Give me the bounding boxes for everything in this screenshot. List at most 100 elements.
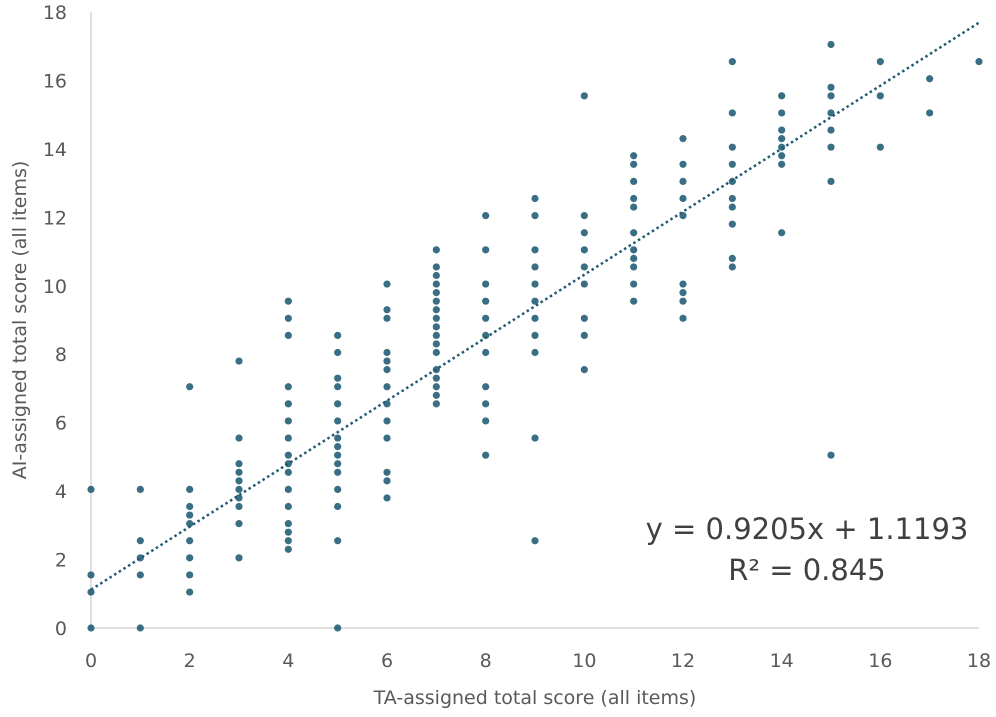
data-point bbox=[334, 460, 342, 468]
data-point bbox=[136, 624, 144, 632]
data-point bbox=[87, 624, 95, 632]
y-tick-label: 6 bbox=[55, 413, 67, 435]
data-point bbox=[531, 280, 539, 288]
data-point bbox=[284, 331, 292, 339]
data-point bbox=[482, 297, 490, 305]
data-point bbox=[383, 434, 391, 442]
data-point bbox=[482, 280, 490, 288]
data-point bbox=[531, 194, 539, 203]
data-point bbox=[334, 348, 342, 357]
data-point bbox=[728, 263, 736, 271]
data-point bbox=[186, 485, 194, 493]
data-point bbox=[432, 306, 440, 314]
trendline bbox=[90, 21, 980, 591]
data-point bbox=[432, 263, 440, 271]
data-point bbox=[876, 143, 884, 151]
data-point bbox=[284, 468, 292, 476]
data-point bbox=[728, 194, 736, 203]
y-tick-label: 18 bbox=[43, 2, 67, 24]
data-point bbox=[679, 160, 687, 168]
x-tick-label: 8 bbox=[480, 650, 492, 672]
x-tick-label: 0 bbox=[85, 650, 97, 672]
axes bbox=[90, 12, 979, 629]
data-point bbox=[827, 143, 835, 151]
data-point bbox=[827, 40, 835, 49]
data-point bbox=[432, 271, 440, 280]
x-tick-label: 14 bbox=[770, 650, 794, 672]
data-point bbox=[334, 434, 342, 442]
data-point bbox=[778, 109, 786, 117]
y-axis-title: AI-assigned total score (all items) bbox=[9, 161, 31, 480]
data-point bbox=[235, 477, 243, 485]
data-point bbox=[630, 263, 638, 271]
data-point bbox=[383, 314, 391, 322]
data-point bbox=[136, 485, 144, 493]
y-tick-label: 0 bbox=[55, 618, 67, 640]
data-point bbox=[284, 434, 292, 442]
data-point bbox=[531, 212, 539, 220]
data-point bbox=[827, 92, 835, 100]
data-point bbox=[334, 502, 342, 511]
data-point bbox=[482, 212, 490, 220]
data-point bbox=[284, 451, 292, 459]
data-point bbox=[284, 520, 292, 528]
data-point bbox=[531, 434, 539, 442]
data-point bbox=[580, 331, 588, 339]
y-tick-label: 2 bbox=[55, 550, 67, 572]
data-point bbox=[235, 494, 243, 502]
y-tick-label: 16 bbox=[43, 70, 67, 92]
data-point bbox=[186, 571, 194, 579]
data-point bbox=[580, 280, 588, 288]
data-point bbox=[679, 297, 687, 305]
data-point bbox=[334, 417, 342, 425]
data-point bbox=[235, 554, 243, 562]
data-point bbox=[136, 537, 144, 545]
data-point bbox=[728, 160, 736, 168]
data-point bbox=[334, 451, 342, 459]
data-point bbox=[383, 306, 391, 314]
data-point bbox=[87, 571, 95, 579]
data-point bbox=[531, 314, 539, 322]
data-point bbox=[284, 297, 292, 305]
data-point bbox=[432, 297, 440, 305]
data-point bbox=[580, 212, 588, 220]
data-point bbox=[432, 246, 440, 254]
data-point bbox=[728, 143, 736, 151]
data-point bbox=[728, 203, 736, 211]
data-point bbox=[432, 331, 440, 339]
data-point bbox=[876, 58, 884, 66]
data-point bbox=[778, 143, 786, 151]
data-point bbox=[334, 468, 342, 476]
x-tick-label: 4 bbox=[282, 650, 294, 672]
data-point bbox=[334, 537, 342, 545]
y-tick-labels: 0 2 4 6 8 10 12 14 16 18 bbox=[43, 2, 67, 640]
data-point bbox=[630, 177, 638, 185]
data-point bbox=[975, 58, 983, 66]
data-point bbox=[580, 314, 588, 322]
data-point bbox=[728, 254, 736, 262]
x-tick-label: 12 bbox=[671, 650, 695, 672]
data-point bbox=[87, 485, 95, 493]
data-point bbox=[432, 314, 440, 322]
data-point bbox=[531, 537, 539, 545]
data-point bbox=[778, 126, 786, 134]
data-point bbox=[383, 348, 391, 357]
x-tick-label: 2 bbox=[184, 650, 196, 672]
data-point bbox=[926, 75, 934, 83]
data-point bbox=[383, 477, 391, 485]
data-point bbox=[383, 494, 391, 502]
data-point bbox=[630, 160, 638, 168]
data-point bbox=[580, 263, 588, 271]
data-point bbox=[334, 485, 342, 493]
data-point bbox=[284, 314, 292, 322]
x-axis-title: TA-assigned total score (all items) bbox=[373, 687, 697, 709]
data-point bbox=[432, 280, 440, 288]
data-point bbox=[235, 434, 243, 442]
x-tick-label: 18 bbox=[967, 650, 991, 672]
data-point bbox=[630, 246, 638, 254]
data-point bbox=[186, 537, 194, 545]
data-point bbox=[235, 485, 243, 493]
data-point bbox=[630, 297, 638, 305]
data-point bbox=[482, 246, 490, 254]
x-tick-labels: 0 2 4 6 8 10 12 14 16 18 bbox=[85, 650, 991, 672]
